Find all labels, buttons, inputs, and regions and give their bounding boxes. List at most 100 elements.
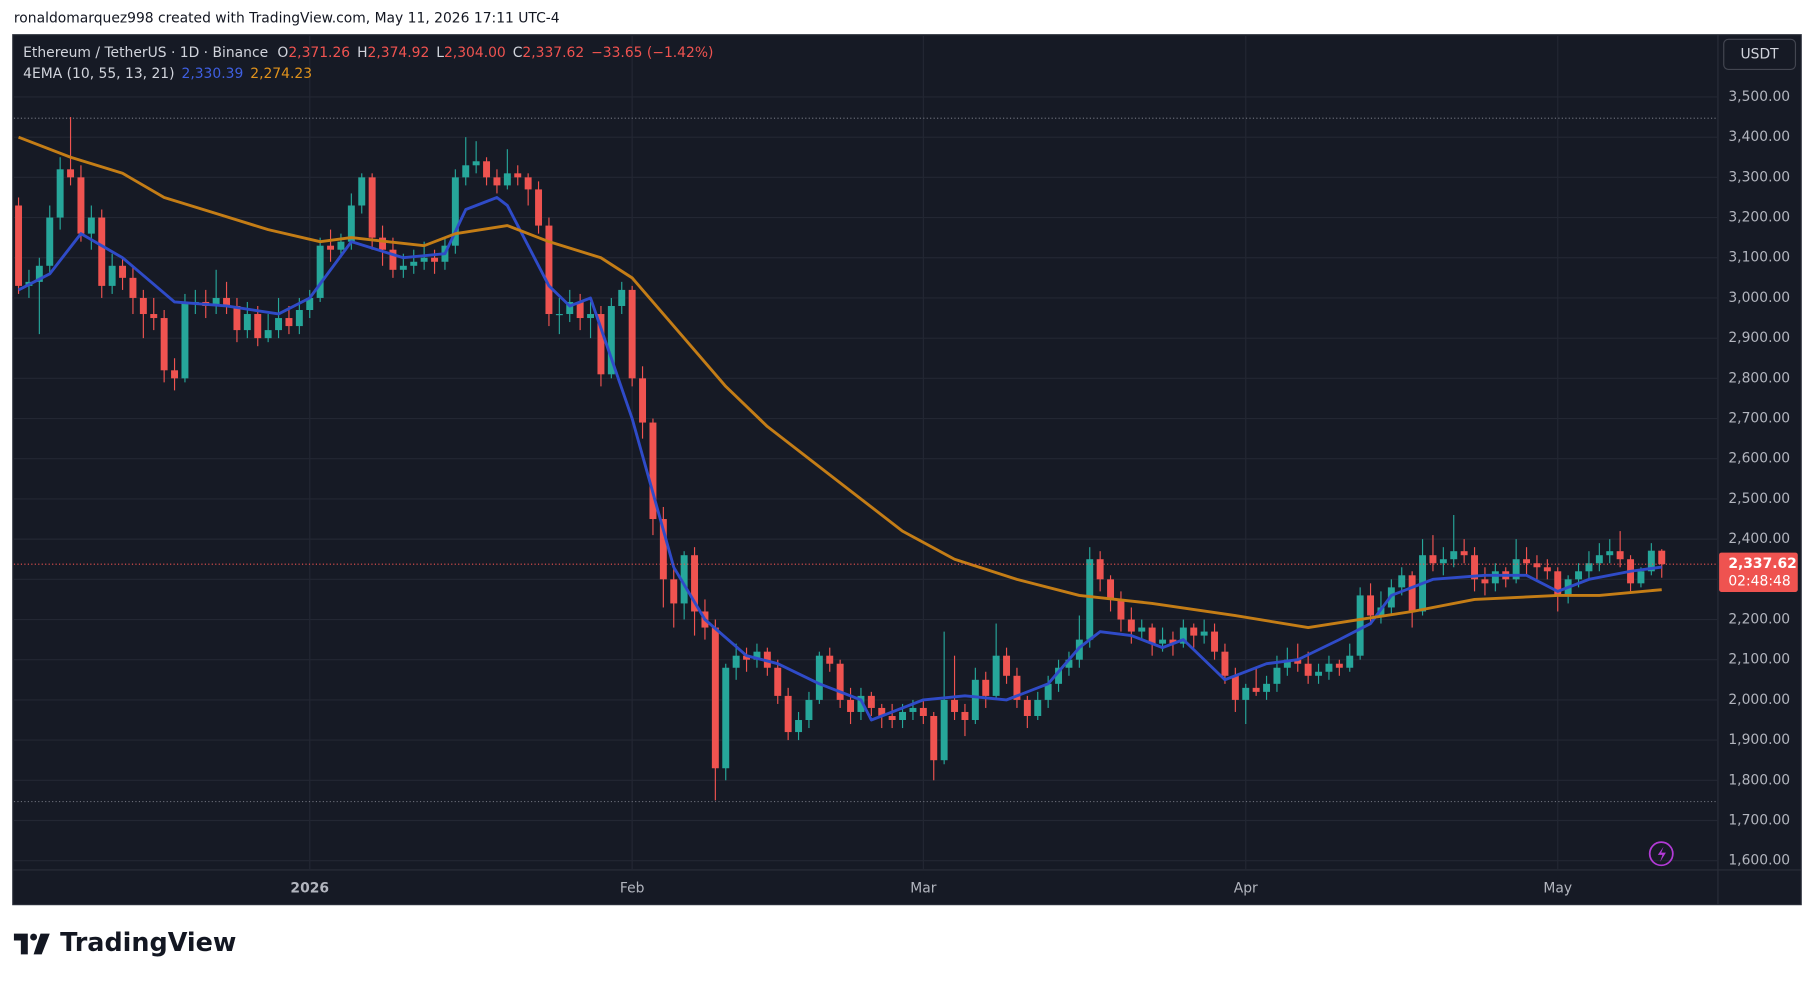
ema-slow-value: 2,274.23 [250, 66, 312, 82]
x-tick-label: May [1543, 880, 1572, 896]
candle-body [399, 265, 407, 270]
candle-body [389, 249, 397, 270]
ohlc-key: C [513, 45, 523, 61]
candle-body [680, 555, 688, 604]
y-tick-label: 3,300.00 [1728, 169, 1790, 185]
candle-body [15, 205, 23, 286]
ohlc-value: 2,371.26 [288, 45, 350, 61]
change: −33.65 (−1.42%) [591, 45, 713, 61]
candle-body [108, 265, 116, 286]
y-tick-label: 2,000.00 [1728, 692, 1790, 708]
candle-body [1460, 551, 1468, 556]
candle-body [150, 314, 158, 319]
candle-body [1481, 579, 1489, 584]
candle-body [1055, 667, 1063, 684]
candle-body [368, 177, 376, 238]
candle-body [1429, 555, 1437, 564]
candle-body [1346, 655, 1354, 668]
candle-body [857, 695, 865, 712]
y-tick-label: 3,000.00 [1728, 290, 1790, 306]
candle-body [587, 314, 595, 319]
y-tick-label: 2,700.00 [1728, 411, 1790, 427]
candle-body [46, 217, 54, 266]
candle-body [1398, 575, 1406, 588]
ohlc-key: L [436, 45, 444, 61]
candle-body [1595, 555, 1603, 564]
candle-body [930, 715, 938, 761]
last-price-box [1719, 552, 1798, 592]
candle-body [899, 711, 907, 721]
candle-body [888, 715, 896, 721]
candle-body [129, 277, 137, 298]
candle-body [1086, 559, 1094, 640]
candle-body [1647, 550, 1655, 572]
candle-body [472, 161, 480, 166]
candle-body [493, 177, 501, 186]
candle-body [784, 695, 792, 733]
logo-t [13, 933, 28, 955]
candle-body [805, 699, 813, 721]
alert-icon[interactable] [1648, 841, 1674, 867]
candle-body [410, 261, 418, 266]
y-tick-label: 2,100.00 [1728, 652, 1790, 668]
candle-body [1273, 667, 1281, 684]
symbol: Ethereum / TetherUS · 1D · Binance [23, 45, 268, 61]
candle-body [722, 667, 730, 769]
last-price-label: 2,337.62 [1728, 556, 1796, 572]
candle-body [67, 169, 75, 178]
candle-body [992, 655, 1000, 696]
currency[interactable]: USDT [1741, 46, 1780, 62]
candle-body [1023, 699, 1031, 716]
currency-button[interactable] [1723, 38, 1797, 70]
candle-body [1606, 551, 1614, 556]
candle-body [576, 301, 584, 319]
candle-body [1117, 599, 1125, 620]
candle-body [1013, 675, 1021, 700]
legend: Ethereum / TetherUS · 1D · Binance O2,371… [23, 45, 713, 61]
candle-body [649, 422, 657, 520]
candle-body [243, 314, 251, 331]
candle-body [524, 177, 532, 190]
y-tick-label: 2,600.00 [1728, 451, 1790, 467]
y-tick-label: 3,400.00 [1728, 129, 1790, 145]
candle-body [1575, 571, 1583, 580]
ema-line [18, 135, 1662, 630]
x-tick-label: Feb [620, 880, 645, 896]
candle-body [909, 707, 917, 712]
candle-body [826, 655, 834, 664]
candle-body [337, 241, 345, 250]
ema-fast-value: 2,330.39 [182, 66, 244, 82]
candle-body [264, 330, 272, 339]
candle-body [628, 289, 636, 379]
ohlc-value: 2,374.92 [368, 45, 430, 61]
candle-body [815, 655, 823, 700]
x-tick-label: Apr [1234, 880, 1258, 896]
candle-body [119, 265, 127, 278]
candle-body [878, 707, 886, 716]
logo-v [33, 933, 50, 955]
y-tick-label: 2,200.00 [1728, 612, 1790, 628]
candle-body [1356, 595, 1364, 656]
candle-body [566, 301, 574, 315]
candle-body [1294, 659, 1302, 664]
candle-body [1044, 683, 1052, 700]
y-tick-label: 1,600.00 [1728, 853, 1790, 869]
candle-body [358, 177, 366, 206]
candle-body [607, 305, 615, 375]
y-tick-label: 3,100.00 [1728, 250, 1790, 266]
logo: TradingView [13, 928, 236, 958]
candle-body [1003, 655, 1011, 676]
candle-body [919, 707, 927, 716]
candle-body [535, 189, 543, 226]
candle-body [836, 663, 844, 700]
candle-body [555, 314, 563, 316]
candle-body [940, 699, 948, 761]
candle-body [982, 679, 990, 696]
y-tick-label: 3,500.00 [1728, 89, 1790, 105]
credit: ronaldomarquez998 created with TradingVi… [14, 11, 560, 27]
candle-body [503, 173, 511, 186]
candle-body [1491, 571, 1499, 584]
ohlc-key: O [277, 45, 288, 61]
candle-body [1148, 627, 1156, 644]
